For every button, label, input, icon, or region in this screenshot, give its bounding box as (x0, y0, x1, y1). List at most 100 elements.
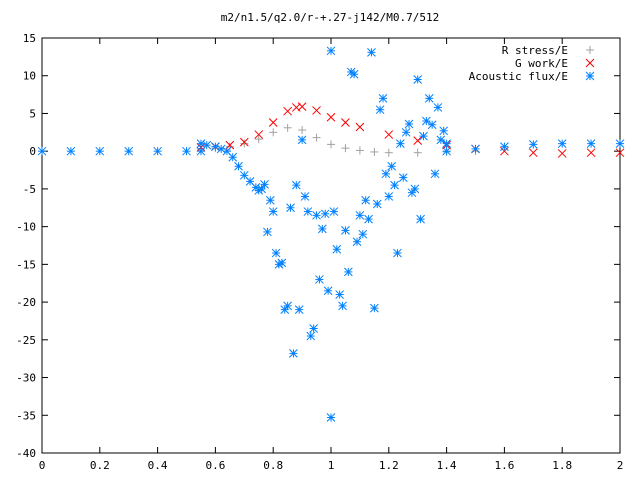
data-point (372, 199, 382, 209)
data-point (442, 146, 451, 156)
data-point (323, 286, 333, 296)
y-tick-label: 10 (23, 70, 36, 83)
x-tick-label: 1.6 (494, 459, 514, 472)
data-point (225, 142, 234, 151)
data-point (283, 301, 293, 311)
data-point (269, 128, 278, 137)
data-point (615, 139, 625, 148)
data-point (341, 118, 350, 127)
data-point (500, 146, 509, 156)
data-point (413, 75, 423, 84)
data-point (439, 126, 449, 136)
chart-title: m2/n1.5/q2.0/r-+.27-j142/M0.7/512 (221, 11, 440, 24)
data-point (306, 331, 316, 341)
data-point (312, 210, 321, 220)
data-point (424, 94, 434, 103)
data-point (413, 148, 422, 157)
data-point (95, 146, 105, 156)
data-point (471, 144, 480, 154)
data-point (291, 180, 301, 190)
data-point (263, 227, 272, 237)
axis-ticks: 0 0.2 0.4 0.6 0.8 1 1.2 1.4 1.6 1.8 2 15 10 5 0 -5 -10 -1… (16, 32, 623, 472)
plot-frame (41, 37, 621, 454)
data-point (234, 161, 243, 171)
data-point (228, 152, 238, 162)
y-tick-label: -40 (16, 447, 36, 460)
data-point (384, 192, 394, 201)
data-point (309, 324, 319, 333)
data-point (413, 136, 423, 145)
series-3 (196, 46, 451, 422)
data-point (335, 290, 345, 299)
x-tick-label: 0.6 (205, 459, 225, 472)
data-point (66, 146, 76, 156)
data-point (430, 169, 440, 179)
data-point (300, 192, 310, 201)
x-tick-label: 1.2 (379, 459, 399, 472)
data-point (427, 120, 437, 130)
legend-marker (585, 71, 595, 81)
data-point (370, 147, 379, 156)
data-point (277, 258, 287, 268)
data-point (355, 122, 365, 132)
x-tick-label: 0.2 (90, 459, 110, 472)
y-tick-label: -20 (16, 296, 36, 309)
y-tick-label: -30 (16, 372, 36, 385)
data-point (433, 103, 443, 112)
data-point (500, 142, 509, 152)
data-point (196, 139, 206, 148)
data-point (390, 180, 399, 190)
data-point (283, 106, 293, 116)
data-point (369, 303, 379, 313)
data-point (211, 142, 220, 152)
data-point (297, 102, 307, 112)
y-tick-label: 5 (29, 107, 36, 120)
data-point (254, 130, 264, 139)
data-point (153, 146, 162, 156)
data-point (355, 210, 365, 220)
data-point (182, 146, 191, 156)
data-point (343, 267, 353, 277)
data-point (320, 209, 330, 219)
data-point (338, 301, 347, 311)
series-2 (196, 102, 625, 158)
data-point (419, 131, 428, 141)
y-tick-label: -15 (16, 258, 36, 271)
data-point (341, 144, 350, 153)
data-point (384, 148, 393, 157)
data-point (289, 349, 298, 358)
data-point (315, 275, 324, 284)
data-point (37, 146, 47, 156)
data-point (349, 69, 359, 79)
data-point (260, 180, 269, 189)
data-point (422, 116, 431, 126)
data-point (586, 148, 596, 158)
data-point (327, 140, 335, 149)
x-tick-label: 1 (328, 459, 335, 472)
data-point (398, 173, 408, 182)
data-point (367, 47, 376, 57)
data-point (312, 106, 321, 115)
data-point (557, 139, 567, 148)
data-point (332, 244, 342, 254)
data-point (396, 139, 405, 148)
data-point (352, 237, 362, 247)
data-point (283, 123, 292, 132)
data-point (436, 135, 446, 145)
data-point (271, 248, 281, 258)
data-point (393, 248, 402, 258)
data-point (317, 224, 327, 234)
data-point (384, 130, 394, 139)
data-point (286, 203, 295, 213)
legend-label: G work/E (515, 57, 568, 70)
data-point (557, 149, 567, 158)
data-point (329, 207, 339, 216)
data-point (381, 169, 391, 179)
data-point (326, 46, 336, 56)
data-point (404, 119, 414, 129)
data-points (37, 46, 625, 422)
y-tick-label: -25 (16, 334, 36, 347)
x-tick-label: 1.8 (552, 459, 572, 472)
legend-label: Acoustic flux/E (469, 70, 568, 83)
